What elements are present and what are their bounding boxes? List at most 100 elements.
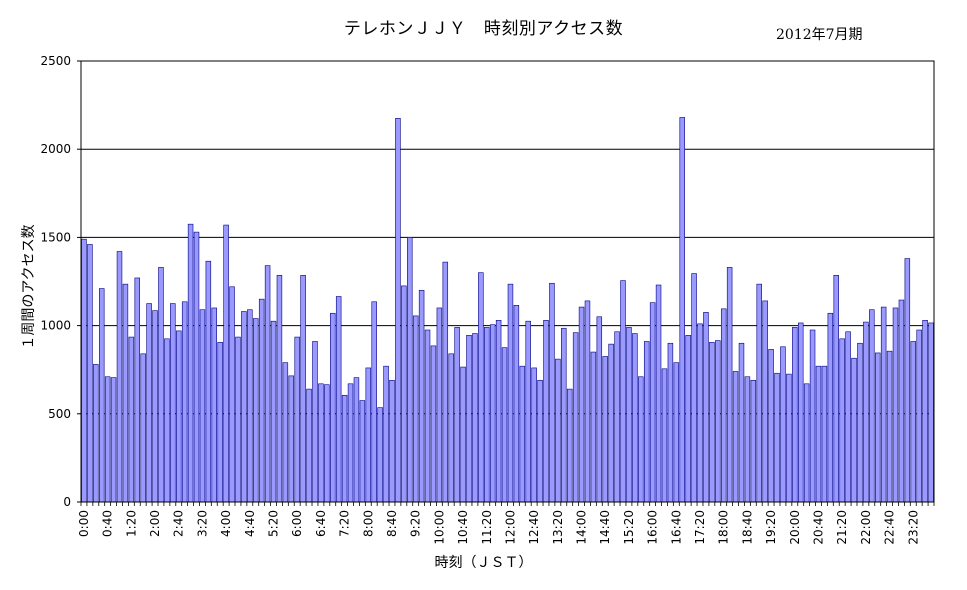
bar [110, 377, 117, 503]
x-tick-label: 0:00 [77, 510, 91, 537]
bar [365, 367, 372, 503]
bar [780, 346, 786, 503]
x-tick-label: 2:00 [148, 510, 162, 537]
x-tick-label: 17:20 [693, 510, 707, 545]
bar [839, 338, 845, 503]
bar [744, 376, 751, 503]
bar [880, 306, 887, 503]
bar [401, 285, 407, 503]
bar [756, 283, 762, 503]
bar [258, 298, 265, 503]
x-tick-label: 4:00 [219, 510, 233, 537]
x-tick-label: 18:40 [740, 510, 754, 545]
bar [898, 299, 905, 503]
x-tick-label: 14:40 [598, 510, 612, 545]
bar [513, 305, 520, 503]
bar [851, 357, 857, 503]
x-tick-label: 18:00 [717, 510, 731, 545]
bar [294, 336, 300, 503]
bar [436, 307, 443, 503]
x-tick-label: 10:40 [456, 510, 470, 545]
bar [466, 335, 472, 503]
bar [448, 353, 454, 503]
chart-subtitle: 2012年7月期 [776, 27, 863, 43]
bar [685, 335, 691, 503]
bar [104, 376, 111, 503]
bar [910, 341, 916, 503]
bar [827, 312, 834, 503]
bar [87, 244, 93, 503]
bar [359, 400, 366, 503]
bar [241, 311, 247, 503]
bar [205, 260, 212, 503]
bar [608, 343, 614, 503]
x-tick-label: 3:20 [195, 510, 209, 537]
bar [407, 237, 413, 503]
bar [691, 273, 697, 503]
bar [377, 407, 383, 503]
bar [797, 322, 804, 503]
y-tick-label: 2000 [40, 142, 71, 156]
x-tick-label: 20:00 [788, 510, 802, 545]
bar [649, 302, 656, 503]
x-tick-label: 9:20 [409, 510, 423, 537]
bar [99, 288, 105, 503]
bar [561, 327, 567, 503]
bar [525, 320, 531, 503]
bar [643, 341, 650, 503]
bar [264, 265, 271, 503]
bar [288, 375, 295, 503]
bar [306, 388, 312, 503]
bar [774, 372, 780, 503]
bar [869, 309, 875, 503]
bar [620, 280, 626, 503]
y-tick-label: 500 [48, 407, 71, 421]
x-tick-label: 0:40 [101, 510, 115, 537]
bar [312, 341, 318, 503]
bar [170, 303, 176, 503]
bar [697, 323, 703, 503]
bar [596, 316, 603, 503]
x-tick-label: 7:20 [338, 510, 352, 537]
bar [507, 283, 514, 503]
x-tick-label: 19:20 [764, 510, 778, 545]
bar [122, 283, 129, 503]
x-tick-label: 11:20 [480, 510, 494, 545]
x-tick-label: 12:00 [503, 510, 517, 545]
bar [276, 275, 283, 503]
bar [217, 342, 223, 503]
bar [572, 332, 579, 503]
bar [181, 301, 188, 503]
bar [626, 327, 632, 503]
bar [140, 353, 146, 503]
bar [904, 258, 911, 503]
bar [792, 327, 798, 503]
x-tick-label: 12:40 [527, 510, 541, 545]
x-tick-label: 5:20 [267, 510, 281, 537]
x-tick-label: 16:40 [669, 510, 683, 545]
bar [726, 267, 733, 503]
bar [341, 394, 348, 503]
x-tick-label: 21:20 [835, 510, 849, 545]
bar [495, 320, 502, 503]
bar [353, 377, 360, 503]
bar [632, 333, 638, 503]
bar [134, 277, 141, 503]
bar [703, 312, 709, 503]
x-tick-label: 13:20 [551, 510, 565, 545]
bar [318, 383, 324, 503]
bar [253, 318, 259, 503]
bar [93, 364, 99, 503]
bar [821, 365, 828, 503]
x-tick-label: 16:00 [646, 510, 660, 545]
x-tick-label: 8:00 [361, 510, 375, 537]
bar [928, 322, 934, 503]
bar [732, 371, 739, 503]
bar [531, 367, 537, 503]
bar [786, 373, 792, 503]
x-tick-label: 4:40 [243, 510, 257, 537]
bar [442, 261, 449, 503]
bar [549, 282, 555, 503]
bar [537, 379, 543, 503]
bar [874, 352, 881, 503]
